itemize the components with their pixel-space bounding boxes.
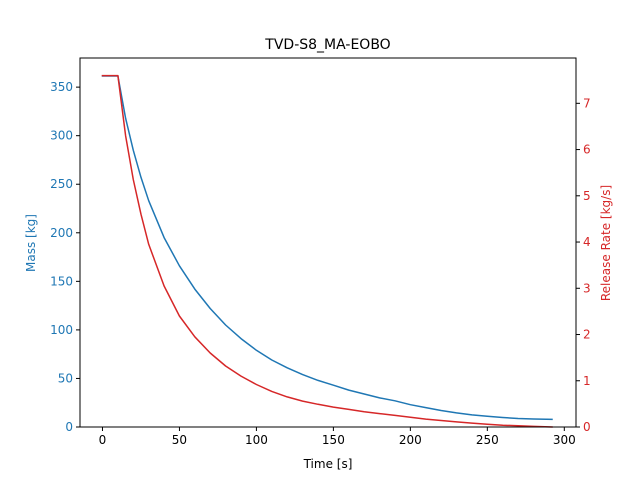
right-tick-label: 5 [583, 189, 591, 203]
left-tick-label: 200 [50, 226, 73, 240]
x-tick-label: 0 [99, 433, 107, 447]
right-tick-label: 4 [583, 235, 591, 249]
right-tick-label: 2 [583, 328, 591, 342]
left-tick-label: 300 [50, 129, 73, 143]
left-tick-label: 350 [50, 80, 73, 94]
x-tick-label: 50 [172, 433, 187, 447]
left-axis-label: Mass [kg] [24, 214, 38, 272]
right-tick-label: 6 [583, 143, 591, 157]
x-axis-label: Time [s] [303, 457, 353, 471]
series-layer [101, 74, 553, 428]
right-axis-label: Release Rate [kg/s] [599, 185, 613, 301]
x-tick-label: 200 [399, 433, 422, 447]
x-tick-label: 250 [476, 433, 499, 447]
series-line-right [101, 74, 553, 428]
right-tick-label: 7 [583, 96, 591, 110]
left-tick-label: 250 [50, 177, 73, 191]
series-line-left [101, 75, 553, 421]
left-tick-label: 100 [50, 323, 73, 337]
left-tick-label: 0 [65, 420, 73, 434]
right-tick-label: 0 [583, 420, 591, 434]
right-tick-label: 3 [583, 281, 591, 295]
x-tick-label: 150 [322, 433, 345, 447]
chart-title: TVD-S8_MA-EOBO [264, 37, 390, 53]
x-tick-label: 300 [553, 433, 576, 447]
axes-layer: 0 50 100 150 200 250 300 0 50 100 150 200 250 300 350 0… [50, 57, 591, 447]
left-tick-label: 50 [58, 371, 73, 385]
x-tick-label: 100 [245, 433, 268, 447]
right-tick-label: 1 [583, 374, 591, 388]
left-tick-label: 150 [50, 274, 73, 288]
